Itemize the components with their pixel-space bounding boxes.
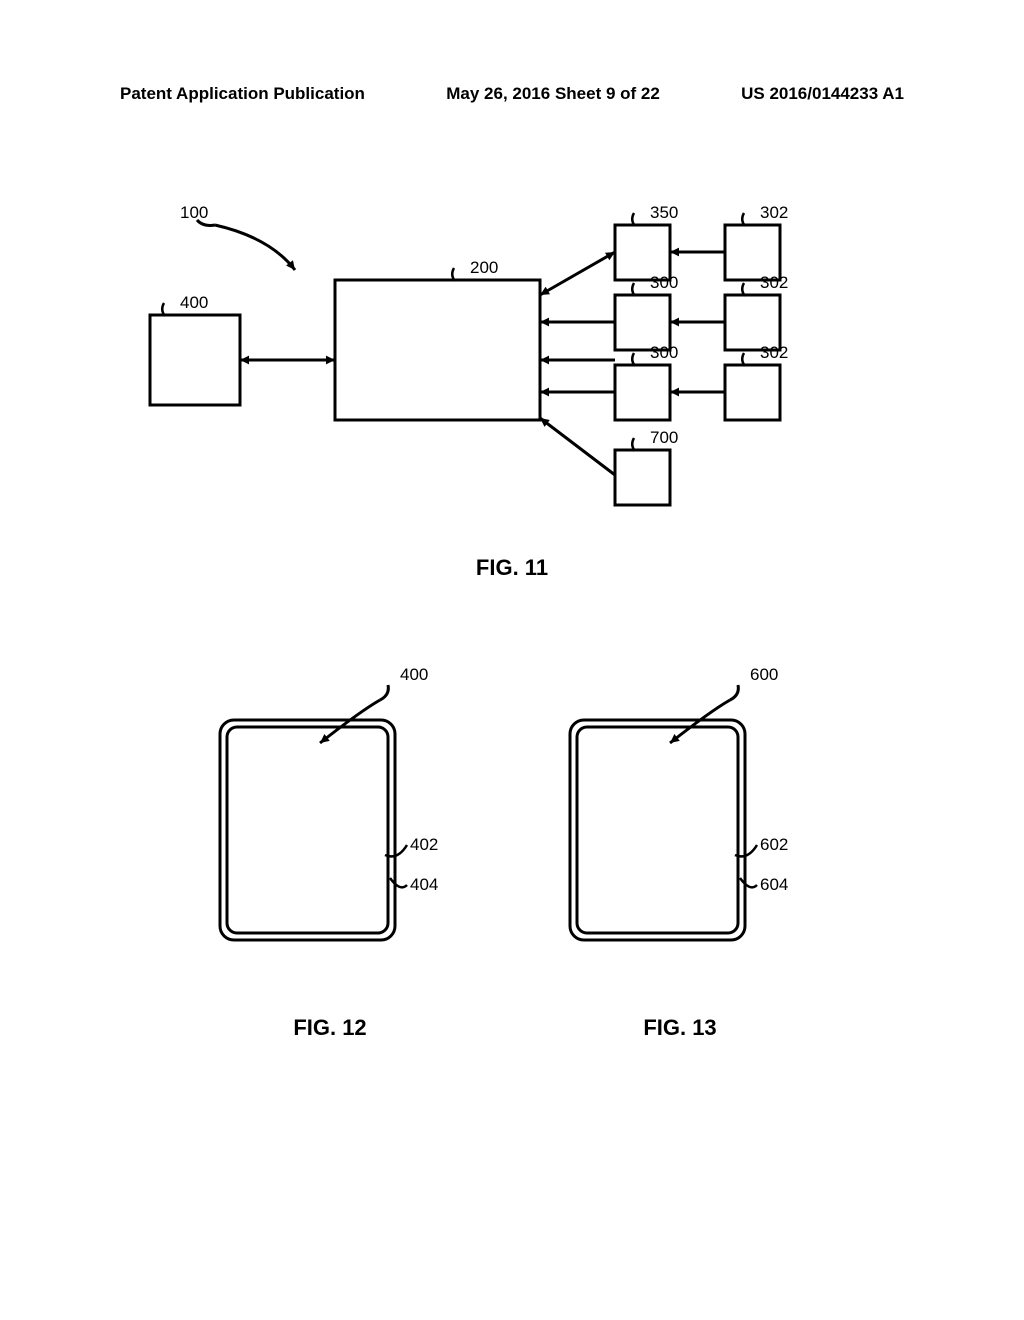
ref-label: 302 <box>760 203 788 222</box>
rounded-box-svg <box>560 680 795 960</box>
ref-label: 700 <box>650 428 678 447</box>
overlay-svg: 600602604 <box>0 0 1024 1320</box>
ref-label: 302 <box>760 273 788 292</box>
fig-label: FIG. 12 <box>230 1015 430 1041</box>
box-box200 <box>335 280 540 420</box>
fig11-label: FIG. 11 <box>0 555 1024 581</box>
outer-rect <box>220 720 395 940</box>
header-center: May 26, 2016 Sheet 9 of 22 <box>446 84 660 104</box>
box-box350 <box>615 225 670 280</box>
inner-rect <box>227 727 388 933</box>
box-box302b <box>725 295 780 350</box>
ref-label: 350 <box>650 203 678 222</box>
ref-label: 300 <box>650 273 678 292</box>
ref-label: 302 <box>760 343 788 362</box>
box-box302a <box>725 225 780 280</box>
ref-label: 300 <box>650 343 678 362</box>
rounded-box-svg <box>210 680 445 960</box>
overlay-svg: 400402404 <box>0 0 1024 1320</box>
header-left: Patent Application Publication <box>120 84 365 104</box>
outer-rect <box>570 720 745 940</box>
ref-label: 200 <box>470 258 498 277</box>
box-box300a <box>615 295 670 350</box>
ref-label: 400 <box>180 293 208 312</box>
box-box700 <box>615 450 670 505</box>
inner-rect <box>577 727 738 933</box>
fig11-svg: 100 400 200 350 300 300 700 302 302 302 <box>120 200 880 530</box>
page-header: Patent Application Publication May 26, 2… <box>0 84 1024 104</box>
box-box302c <box>725 365 780 420</box>
ref-label: 100 <box>180 203 208 222</box>
fig-label: FIG. 13 <box>580 1015 780 1041</box>
header-right: US 2016/0144233 A1 <box>741 84 904 104</box>
box-box300b <box>615 365 670 420</box>
box-box400 <box>150 315 240 405</box>
